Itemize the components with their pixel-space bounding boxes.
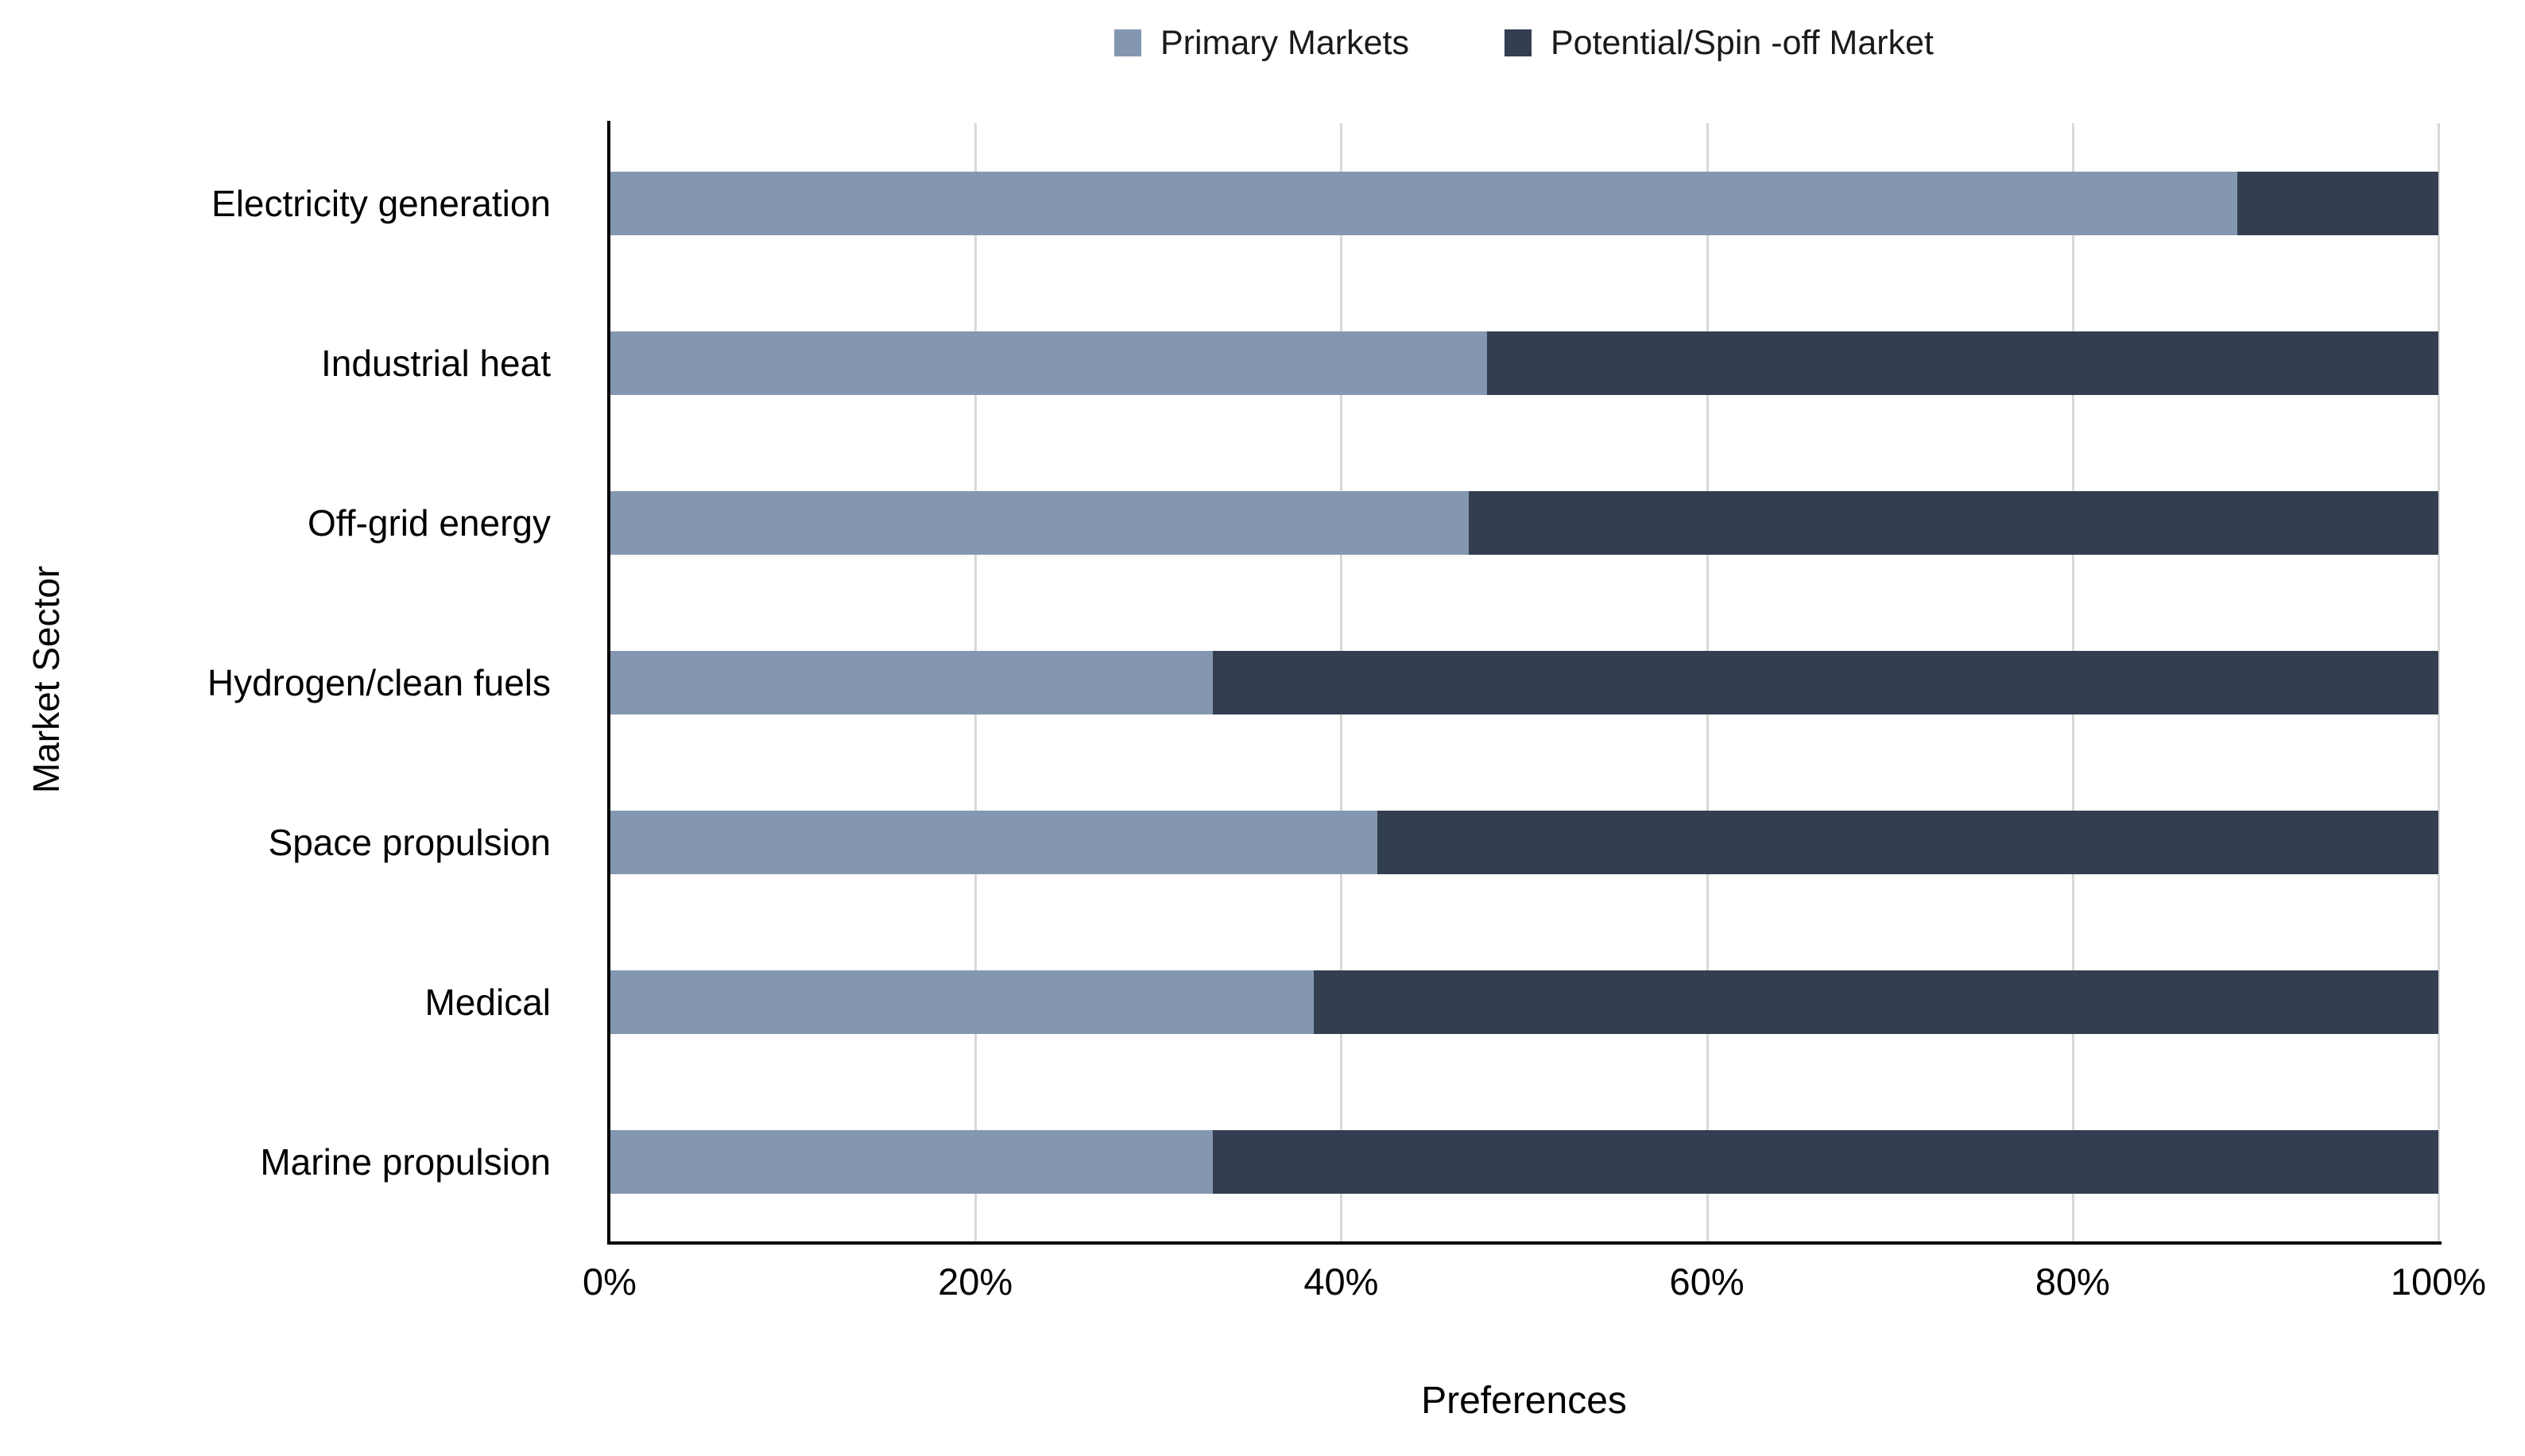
legend-swatch-potential-spinoff-market: [1504, 29, 1532, 56]
category-label: Medical: [424, 981, 551, 1023]
bar-segment-primary-markets: [610, 331, 1488, 395]
x-axis-tick-label: 40%: [1303, 1260, 1379, 1303]
category-label: Off-grid energy: [308, 501, 551, 544]
bar-row: [610, 970, 2438, 1034]
category-label: Industrial heat: [321, 342, 551, 384]
bar-row: [610, 1130, 2438, 1194]
bar-segment-potential-spin-off-market: [2236, 172, 2438, 235]
bar-segment-potential-spin-off-market: [1313, 970, 2438, 1034]
x-axis-tick-label: 60%: [1669, 1260, 1745, 1303]
bar-segment-primary-markets: [610, 172, 2237, 235]
category-label: Marine propulsion: [260, 1140, 551, 1183]
category-label: Electricity generation: [211, 182, 551, 224]
x-axis-line: [607, 1241, 2442, 1245]
x-axis-title: Preferences: [1421, 1380, 1627, 1422]
x-axis-tick-label: 80%: [2035, 1260, 2110, 1303]
y-axis-category-labels: Electricity generation Industrial heat Off…: [0, 123, 581, 1241]
bar-segment-potential-spin-off-market: [1377, 811, 2438, 874]
bar-row: [610, 651, 2438, 714]
legend-label-potential-spinoff-market: Potential/Spin -off Market: [1550, 23, 1934, 62]
bar-row: [610, 491, 2438, 555]
bar-segment-potential-spin-off-market: [1487, 331, 2438, 395]
category-label: Space propulsion: [268, 821, 551, 863]
chart-legend: Primary Markets Potential/Spin -off Mark…: [610, 17, 2438, 68]
x-axis-tick-label: 100%: [2390, 1260, 2487, 1303]
bar-row: [610, 811, 2438, 874]
vertical-gridline: [2438, 123, 2440, 1241]
bar-segment-primary-markets: [610, 1130, 1214, 1194]
category-label: Hydrogen/clean fuels: [207, 661, 551, 703]
x-axis-tick-label: 0%: [583, 1260, 637, 1303]
legend-swatch-primary-markets: [1114, 29, 1141, 56]
bar-segment-primary-markets: [610, 970, 1314, 1034]
bar-segment-potential-spin-off-market: [1213, 651, 2438, 714]
y-axis-line: [607, 121, 610, 1245]
bar-segment-potential-spin-off-market: [1213, 1130, 2438, 1194]
bar-row: [610, 331, 2438, 395]
bar-segment-primary-markets: [610, 811, 1378, 874]
bar-row: [610, 172, 2438, 235]
bar-segment-potential-spin-off-market: [1469, 491, 2438, 555]
legend-item-primary-markets: Primary Markets: [1114, 23, 1409, 62]
legend-label-primary-markets: Primary Markets: [1160, 23, 1409, 62]
bar-segment-primary-markets: [610, 491, 1470, 555]
bar-segment-primary-markets: [610, 651, 1214, 714]
x-axis-tick-labels: 0% 20% 40% 60% 80% 100%: [583, 1260, 2486, 1315]
plot-area: [610, 123, 2440, 1241]
x-axis-tick-label: 20%: [938, 1260, 1013, 1303]
legend-item-potential-spinoff-market: Potential/Spin -off Market: [1504, 23, 1934, 62]
